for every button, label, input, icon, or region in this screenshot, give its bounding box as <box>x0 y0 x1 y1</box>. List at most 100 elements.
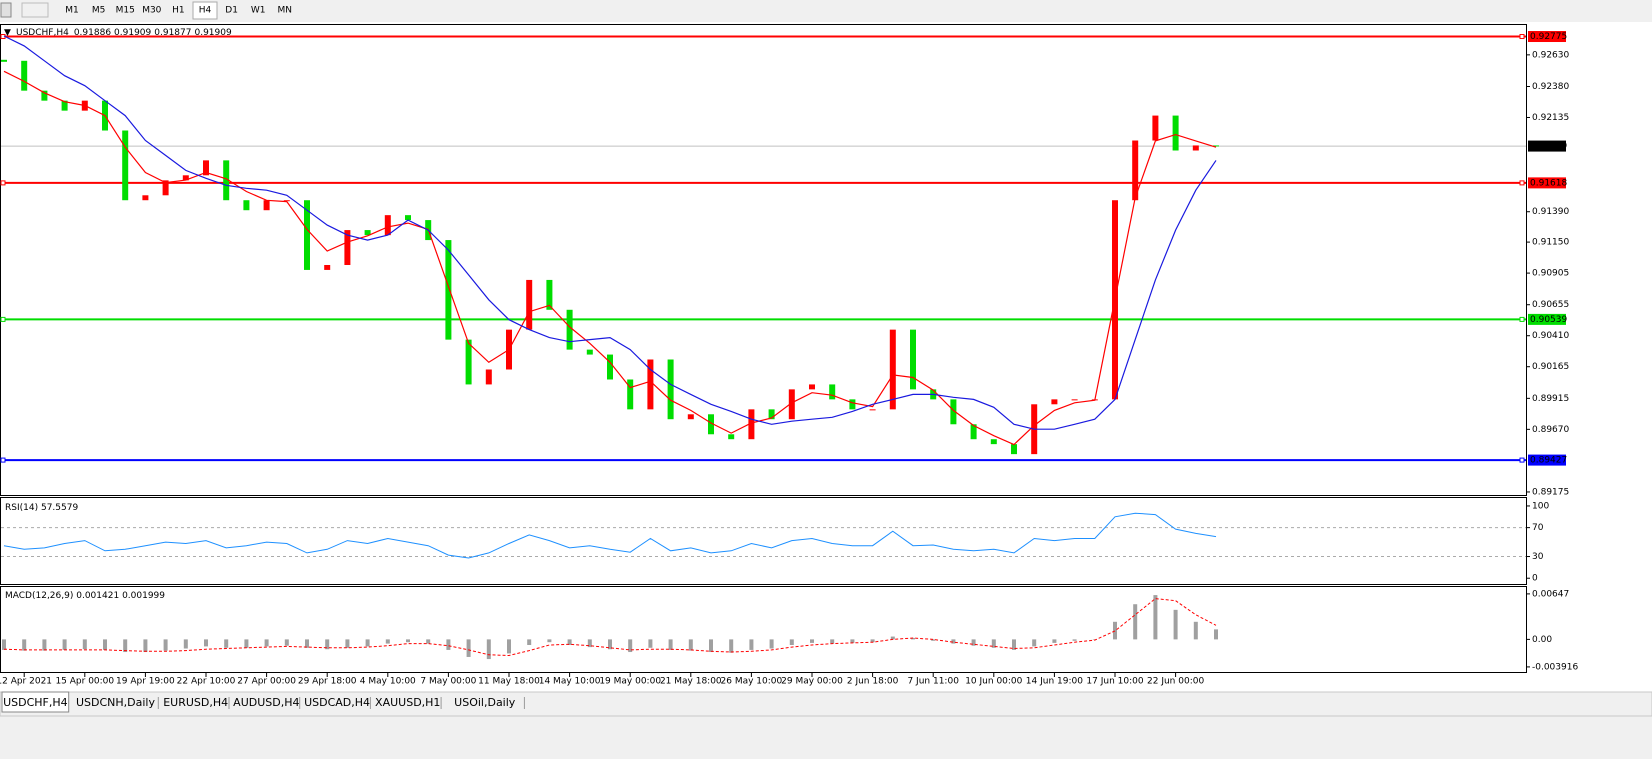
candle <box>465 339 472 385</box>
candle <box>950 399 957 425</box>
tab[interactable]: XAUUSD,H1 <box>375 696 440 709</box>
macd-bar <box>365 639 370 647</box>
rsi-label: RSI(14) <box>5 503 38 513</box>
macd-bar <box>244 639 249 648</box>
macd-bar <box>385 639 390 644</box>
x-tick-label: 7 Jun 11:00 <box>907 677 959 687</box>
macd-bar <box>1133 604 1138 640</box>
timeframe-button[interactable]: M15 <box>116 6 135 16</box>
tab[interactable]: AUDUSD,H4 <box>233 696 299 709</box>
candle <box>1071 399 1078 401</box>
candle <box>304 200 310 270</box>
price-label: 0.90539 <box>1530 315 1567 325</box>
macd-bar <box>830 639 835 644</box>
timeframe-button[interactable]: W1 <box>251 6 266 16</box>
candle <box>61 100 68 111</box>
candle <box>768 409 775 420</box>
candle <box>162 180 169 196</box>
price-label: 0.91618 <box>1530 178 1567 188</box>
macd-bar <box>183 639 188 649</box>
candle <box>910 329 916 390</box>
x-tick-label: 29 Apr 18:00 <box>298 677 357 687</box>
timeframe-button[interactable]: M1 <box>65 6 79 16</box>
x-tick-label: 15 Apr 00:00 <box>55 677 114 687</box>
tool-icon <box>0 2 12 18</box>
y-tick-label: 0.91390 <box>1532 207 1569 217</box>
timeframe-button[interactable]: M30 <box>142 6 161 16</box>
tab[interactable]: USDCAD,H4 <box>304 696 370 709</box>
macd-bar <box>284 639 289 646</box>
macd-bar <box>608 639 612 650</box>
macd-bar <box>991 639 996 648</box>
macd-bar <box>143 639 148 653</box>
candle <box>546 279 553 310</box>
candle <box>647 359 654 410</box>
macd-main: 0.001421 <box>76 591 119 601</box>
candle <box>1172 115 1179 151</box>
y-tick-label: 70 <box>1532 523 1544 533</box>
x-tick-label: 19 May 00:00 <box>599 677 661 687</box>
candle <box>829 384 836 400</box>
tab[interactable]: USDCNH,Daily <box>76 696 156 709</box>
candle <box>788 389 795 420</box>
candle <box>1192 145 1199 151</box>
candle <box>869 409 876 411</box>
macd-bar <box>1173 609 1178 640</box>
timeframe-button[interactable]: H1 <box>172 6 185 16</box>
x-tick-label: 19 Apr 19:00 <box>116 677 175 687</box>
price-box <box>1528 140 1566 152</box>
macd-bar <box>870 639 875 643</box>
candle <box>889 329 896 410</box>
candle <box>708 414 714 435</box>
timeframe-button[interactable]: D1 <box>225 6 238 16</box>
timeframe-button[interactable]: MN <box>278 6 293 16</box>
candle <box>526 279 533 330</box>
price-box <box>1528 177 1566 189</box>
moving-average <box>3 70 1217 446</box>
y-tick-label: -0.003916 <box>1532 662 1578 672</box>
candle <box>324 264 331 270</box>
candle <box>849 399 856 410</box>
candle <box>586 349 593 355</box>
symbol: USDCHF,H4 <box>16 28 69 38</box>
level-handle <box>0 457 6 463</box>
chart-window <box>0 22 1652 692</box>
timeframe-button[interactable]: H4 <box>199 6 212 16</box>
tab[interactable]: USOil,Daily <box>454 696 516 709</box>
macd-bar <box>305 639 309 648</box>
macd-bar <box>587 639 592 648</box>
candle <box>283 200 290 202</box>
level-handle <box>0 316 6 322</box>
tab-bar <box>0 691 1652 717</box>
x-tick-label: 22 Apr 10:00 <box>177 677 236 687</box>
timeframe-button[interactable]: M5 <box>92 6 106 16</box>
rsi-frame <box>0 497 1527 585</box>
toolbar <box>0 0 1652 21</box>
x-tick-label: 17 Jun 10:00 <box>1086 677 1143 687</box>
level-handle <box>1519 34 1525 40</box>
macd-bar <box>749 639 754 650</box>
macd-bar <box>1072 639 1077 641</box>
ohlc-value: 0.91909 <box>194 28 231 38</box>
x-tick-label: 26 May 10:00 <box>721 677 783 687</box>
macd-bar <box>42 639 47 651</box>
macd-bar <box>1113 621 1117 640</box>
x-tick-label: 7 May 00:00 <box>420 677 476 687</box>
y-tick-label: 0.91150 <box>1532 238 1569 248</box>
tab[interactable]: EURUSD,H4 <box>163 696 228 709</box>
x-tick-label: 22 Jun 00:00 <box>1147 677 1204 687</box>
tab[interactable]: USDCHF,H4 <box>3 696 68 709</box>
candle <box>41 90 48 101</box>
macd-bar <box>224 639 229 648</box>
macd-bar <box>769 639 774 649</box>
x-tick-label: 27 Apr 00:00 <box>237 677 296 687</box>
macd-bar <box>325 639 330 650</box>
candle <box>1011 444 1017 455</box>
rsi-line <box>3 512 1217 559</box>
rsi-value: 57.5579 <box>41 503 78 513</box>
macd-label: MACD(12,26,9) <box>5 591 73 601</box>
x-tick-label: 12 Apr 2021 <box>0 677 52 687</box>
macd-bar <box>789 639 794 646</box>
candle <box>728 434 735 440</box>
